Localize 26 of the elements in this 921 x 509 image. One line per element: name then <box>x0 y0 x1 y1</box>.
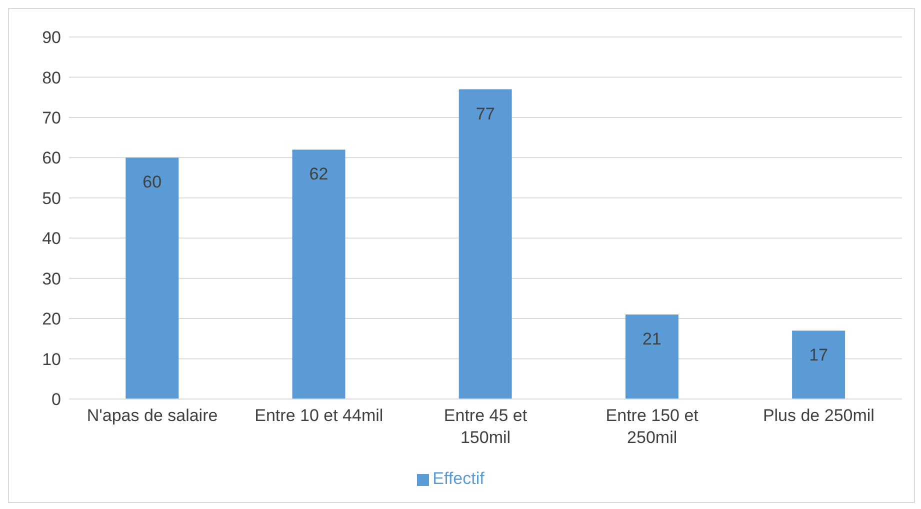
bar <box>625 314 678 399</box>
bar <box>458 89 512 399</box>
x-tick-label: Plus de 250mil <box>762 406 874 425</box>
data-label: 60 <box>142 172 162 192</box>
bar <box>292 150 346 399</box>
y-tick-label: 90 <box>42 28 61 48</box>
y-tick-label: 10 <box>42 350 61 369</box>
data-label: 17 <box>809 346 828 365</box>
y-tick-label: 70 <box>42 108 61 128</box>
data-label: 62 <box>309 164 328 184</box>
x-tick-label: Entre 10 et 44mil <box>254 406 384 425</box>
y-tick-label: 50 <box>42 188 61 208</box>
data-label: 21 <box>642 330 662 349</box>
bar <box>126 158 179 399</box>
y-tick-label: 40 <box>42 229 61 248</box>
y-tick-label: 80 <box>42 68 61 88</box>
x-tick-label: Entre 45 et 150mil <box>444 406 528 447</box>
legend-label: Effectif <box>432 469 484 488</box>
data-label: 77 <box>476 104 495 124</box>
x-tick-label: N'apas de salaire <box>86 406 218 425</box>
y-tick-label: 20 <box>42 310 61 329</box>
bar <box>792 330 846 399</box>
y-tick-label: 0 <box>52 390 61 410</box>
y-tick-label: 60 <box>42 148 61 168</box>
x-tick-label: Entre 150 et 250mil <box>606 406 699 447</box>
y-tick-label: 30 <box>42 269 61 288</box>
